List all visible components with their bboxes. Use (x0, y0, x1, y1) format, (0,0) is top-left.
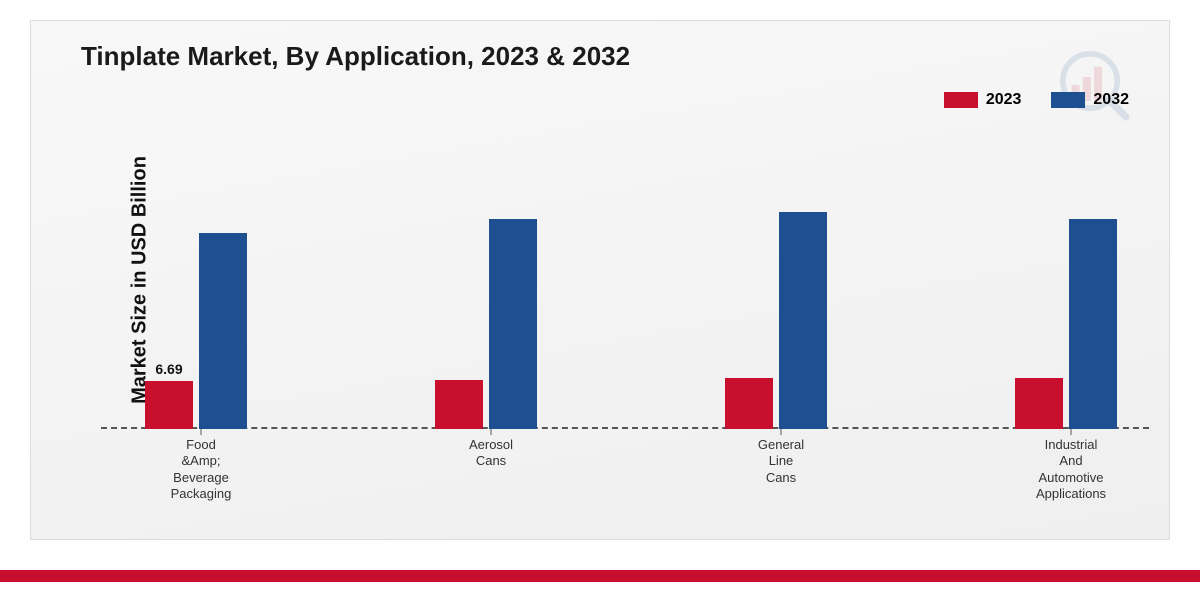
x-axis-category-label: General Line Cans (758, 437, 804, 486)
bar-group: 6.69Food &Amp; Beverage Packaging (121, 141, 281, 429)
x-axis-category-label: Aerosol Cans (469, 437, 513, 470)
bar (435, 380, 483, 429)
legend: 2023 2032 (944, 91, 1129, 109)
bar (489, 219, 537, 429)
x-axis-category-label: Industrial And Automotive Applications (1036, 437, 1106, 502)
x-tick (781, 429, 782, 435)
bar (725, 378, 773, 429)
x-tick (1071, 429, 1072, 435)
bar (779, 212, 827, 430)
chart-area: Tinplate Market, By Application, 2023 & … (30, 20, 1170, 540)
bar (1069, 219, 1117, 429)
x-tick (491, 429, 492, 435)
x-axis-category-label: Food &Amp; Beverage Packaging (171, 437, 232, 502)
footer-accent-bar (0, 570, 1200, 582)
bar-group: General Line Cans (701, 141, 861, 429)
bar-group: Aerosol Cans (411, 141, 571, 429)
chart-title: Tinplate Market, By Application, 2023 & … (81, 41, 630, 72)
plot-region: 6.69Food &Amp; Beverage Packaging Aerosol… (101, 141, 1149, 429)
bar: 6.69 (145, 381, 193, 430)
legend-swatch-2023 (944, 92, 978, 108)
legend-swatch-2032 (1051, 92, 1085, 108)
watermark-logo (1054, 41, 1134, 121)
legend-item-2023: 2023 (944, 91, 1022, 109)
legend-label-2023: 2023 (986, 91, 1022, 109)
bar-value-label: 6.69 (155, 361, 182, 377)
x-tick (201, 429, 202, 435)
bar (1015, 378, 1063, 429)
bar-group: Industrial And Automotive Applications (991, 141, 1151, 429)
bar (199, 233, 247, 429)
legend-item-2032: 2032 (1051, 91, 1129, 109)
legend-label-2032: 2032 (1093, 91, 1129, 109)
